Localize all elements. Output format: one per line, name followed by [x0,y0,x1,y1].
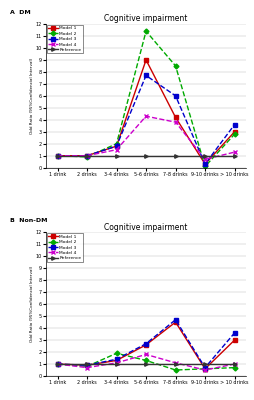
Model 2 [174,64,177,68]
Model 1 [203,366,207,371]
Line: Model 3: Model 3 [56,318,236,369]
Line: Model 2: Model 2 [56,30,236,168]
Reference [86,362,89,366]
Model 2 [203,164,207,169]
Reference [115,153,118,158]
Model 1 [115,358,118,363]
Model 3 [115,144,118,148]
Y-axis label: Odd Ratio (95%Confidencial Interval): Odd Ratio (95%Confidencial Interval) [30,266,34,342]
Model 4 [203,368,207,372]
Model 1 [174,115,177,120]
Model 2 [56,362,59,366]
Model 3 [233,122,236,127]
Reference [115,362,118,366]
Model 1 [203,162,207,166]
Model 1 [56,153,59,158]
Title: Cognitive impairment: Cognitive impairment [104,14,188,23]
Model 3 [56,153,59,158]
Model 2 [145,358,148,363]
Model 3 [203,365,207,370]
Model 1 [145,58,148,62]
Title: Cognitive impairment: Cognitive impairment [104,222,188,232]
Reference [203,362,207,366]
Model 1 [115,144,118,148]
Text: B  Non-DM: B Non-DM [10,218,47,223]
Model 4 [233,362,236,366]
Line: Model 1: Model 1 [56,58,236,166]
Model 4 [233,150,236,154]
Reference [174,362,177,366]
Reference [203,153,207,158]
Model 4 [174,120,177,124]
Reference [56,362,59,366]
Reference [233,153,236,158]
Model 4 [56,362,59,366]
Model 3 [203,162,207,166]
Model 4 [115,147,118,152]
Model 2 [115,351,118,356]
Model 4 [86,153,89,158]
Model 4 [174,360,177,365]
Model 1 [86,363,89,368]
Model 2 [56,153,59,158]
Model 2 [115,141,118,146]
Model 4 [115,360,118,365]
Model 1 [145,342,148,347]
Model 3 [233,330,236,335]
Model 4 [145,114,148,118]
Reference [56,153,59,158]
Line: Reference: Reference [56,362,236,366]
Line: Reference: Reference [56,154,236,158]
Model 3 [56,362,59,366]
Model 4 [203,157,207,162]
Line: Model 3: Model 3 [56,74,236,166]
Model 1 [233,129,236,134]
Model 2 [233,365,236,370]
Model 4 [86,365,89,370]
Line: Model 4: Model 4 [56,114,236,161]
Model 3 [174,94,177,98]
Model 1 [86,153,89,158]
Model 4 [145,352,148,357]
Line: Model 4: Model 4 [56,353,236,372]
Y-axis label: Odd Ratio (95%Confidencial Interval): Odd Ratio (95%Confidencial Interval) [30,58,34,134]
Model 3 [86,363,89,368]
Model 2 [86,154,89,159]
Reference [174,153,177,158]
Model 4 [56,153,59,158]
Model 2 [145,29,148,34]
Reference [233,362,236,366]
Model 1 [174,320,177,324]
Model 3 [145,73,148,78]
Model 1 [233,338,236,342]
Model 3 [174,317,177,322]
Model 2 [174,368,177,372]
Model 3 [145,341,148,346]
Model 2 [233,132,236,136]
Model 1 [56,362,59,366]
Legend: Model 1, Model 2, Model 3, Model 4, Reference: Model 1, Model 2, Model 3, Model 4, Refe… [46,233,83,262]
Model 2 [203,366,207,371]
Line: Model 1: Model 1 [56,320,236,370]
Line: Model 2: Model 2 [56,352,236,372]
Text: A  DM: A DM [10,10,30,15]
Model 3 [86,153,89,158]
Legend: Model 1, Model 2, Model 3, Model 4, Reference: Model 1, Model 2, Model 3, Model 4, Refe… [46,25,83,53]
Reference [86,153,89,158]
Reference [145,362,148,366]
Model 3 [115,357,118,362]
Model 2 [86,364,89,369]
Reference [145,153,148,158]
